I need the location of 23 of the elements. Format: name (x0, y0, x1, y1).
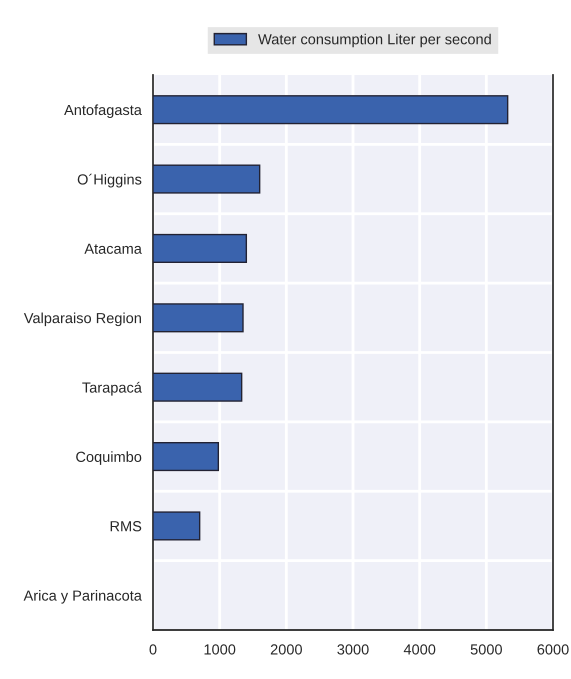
y-tick-label: Antofagasta (64, 104, 142, 118)
x-tick-label: 6000 (538, 644, 569, 655)
y-tick-label: Valparaiso Region (24, 312, 141, 326)
y-tick-label: RMS (110, 521, 142, 532)
y-tick-label: Arica y Parinacota (24, 590, 142, 604)
x-tick-label: 4000 (404, 644, 436, 655)
bar (153, 372, 242, 402)
y-tick-label: Tarapacá (82, 382, 142, 396)
x-tick-label: 3000 (337, 644, 369, 655)
bar (153, 303, 244, 332)
bar (153, 511, 200, 541)
y-tick-label: O´Higgins (78, 174, 142, 188)
x-tick-label: 0 (150, 644, 156, 655)
x-tick-label: 2000 (270, 644, 302, 655)
y-tick-label: Coquimbo (76, 451, 142, 465)
x-tick-label: 5000 (470, 644, 502, 655)
legend-label: Water consumption Liter per second (258, 34, 491, 48)
y-tick-label: Atacama (84, 244, 142, 254)
bar (153, 442, 220, 472)
bar (153, 164, 260, 194)
bar (153, 234, 248, 264)
x-tick-label: 1000 (204, 644, 236, 655)
bar (153, 95, 508, 124)
